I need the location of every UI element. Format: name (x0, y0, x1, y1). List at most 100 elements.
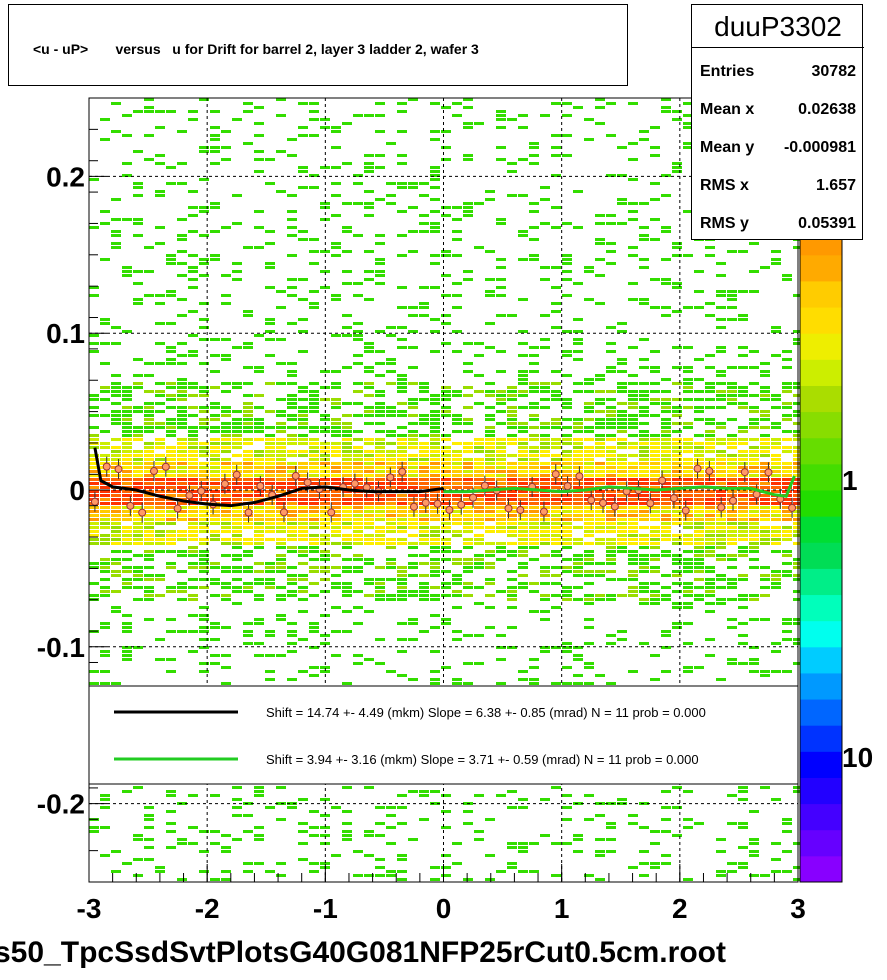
heat-cell (529, 870, 539, 873)
heat-cell (606, 594, 616, 597)
heat-cell (452, 474, 462, 477)
heat-cell (166, 530, 176, 533)
heat-cell (551, 174, 561, 177)
heat-cell (331, 474, 341, 477)
heat-cell (419, 482, 429, 485)
heat-cell (540, 554, 550, 557)
heat-cell (397, 254, 407, 257)
heat-cell (331, 586, 341, 589)
heat-cell (419, 466, 429, 469)
heat-cell (254, 462, 264, 465)
heat-cell (111, 130, 121, 133)
heat-cell (496, 402, 506, 405)
heat-cell (188, 630, 198, 633)
profile-point (599, 498, 608, 507)
heat-cell (331, 554, 341, 557)
heat-cell (441, 666, 451, 669)
heat-cell (463, 810, 473, 813)
heat-cell (749, 550, 759, 553)
heat-cell (518, 798, 528, 801)
heat-cell (276, 462, 286, 465)
heat-cell (518, 534, 528, 537)
heat-cell (496, 442, 506, 445)
heat-cell (661, 110, 671, 113)
heat-cell (738, 454, 748, 457)
heat-cell (155, 410, 165, 413)
heat-cell (111, 850, 121, 853)
heat-cell (672, 474, 682, 477)
heat-cell (606, 454, 616, 457)
heat-cell (254, 534, 264, 537)
heat-cell (221, 226, 231, 229)
heat-cell (254, 246, 264, 249)
heat-cell (122, 646, 132, 649)
heat-cell (243, 410, 253, 413)
heat-cell (342, 454, 352, 457)
heat-cell (441, 526, 451, 529)
heat-cell (661, 406, 671, 409)
heat-cell (705, 502, 715, 505)
heat-cell (353, 606, 363, 609)
heat-cell (716, 838, 726, 841)
heat-cell (529, 426, 539, 429)
heat-cell (210, 566, 220, 569)
heat-cell (144, 838, 154, 841)
heat-cell (584, 626, 594, 629)
heat-cell (188, 498, 198, 501)
heat-cell (606, 642, 616, 645)
heat-cell (738, 554, 748, 557)
heat-cell (210, 134, 220, 137)
heat-cell (672, 254, 682, 257)
heat-cell (199, 146, 209, 149)
heat-cell (177, 130, 187, 133)
profile-point (669, 494, 678, 503)
heat-cell (496, 266, 506, 269)
heat-cell (694, 418, 704, 421)
heat-cell (265, 510, 275, 513)
heat-cell (122, 654, 132, 657)
heat-cell (188, 514, 198, 517)
heat-cell (441, 274, 451, 277)
heat-cell (100, 502, 110, 505)
heat-cell (716, 350, 726, 353)
heat-cell (672, 602, 682, 605)
heat-cell (463, 430, 473, 433)
heat-cell (485, 394, 495, 397)
heat-cell (320, 538, 330, 541)
heat-cell (452, 534, 462, 537)
heat-cell (661, 390, 671, 393)
heat-cell (529, 254, 539, 257)
heat-cell (166, 466, 176, 469)
heat-cell (177, 182, 187, 185)
heat-cell (287, 194, 297, 197)
heat-cell (265, 562, 275, 565)
heat-cell (518, 298, 528, 301)
heat-cell (375, 458, 385, 461)
heat-cell (232, 522, 242, 525)
heat-cell (133, 486, 143, 489)
heat-cell (397, 510, 407, 513)
heat-cell (573, 318, 583, 321)
heat-cell (89, 478, 99, 481)
heat-cell (188, 534, 198, 537)
heat-cell (221, 682, 231, 685)
heat-cell (441, 866, 451, 869)
heat-cell (705, 570, 715, 573)
heat-cell (584, 530, 594, 533)
heat-cell (265, 630, 275, 633)
heat-cell (342, 498, 352, 501)
heat-cell (386, 358, 396, 361)
heat-cell (133, 834, 143, 837)
heat-cell (309, 834, 319, 837)
heat-cell (408, 542, 418, 545)
heat-cell (144, 134, 154, 137)
heat-cell (210, 478, 220, 481)
heat-cell (485, 406, 495, 409)
heat-cell (287, 418, 297, 421)
heat-cell (661, 514, 671, 517)
heat-cell (529, 162, 539, 165)
heat-cell (705, 438, 715, 441)
heat-cell (298, 170, 308, 173)
heat-cell (595, 482, 605, 485)
heat-cell (584, 466, 594, 469)
